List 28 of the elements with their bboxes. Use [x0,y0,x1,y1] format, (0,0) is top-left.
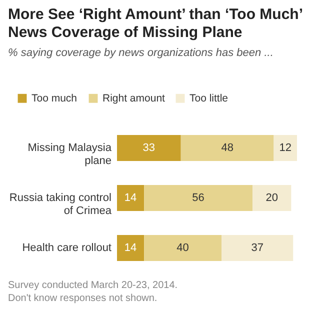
y-tick-label: Missing Malaysia plane [28,142,112,167]
bar [274,135,297,161]
text: Survey conducted March 20-23, 2014. [8,279,179,292]
bar [117,235,144,261]
bar [252,185,292,211]
legend-label: Too little [190,92,228,104]
legend-label: Right amount [102,92,166,104]
y-tick-label: Russia taking control of Crimea [9,192,112,217]
bar [180,135,274,161]
bar [222,235,294,261]
data-label: 14 [124,242,137,254]
text: Don't know responses not shown. [8,292,158,305]
data-label: 40 [176,242,189,254]
chart-title: More See ‘Right Amount’ than ‘Too Much’ News Coverage of Missing Plane [8,6,303,42]
bar [144,235,222,261]
y-tick-label: Health care rollout [22,242,112,254]
bar [117,185,144,211]
data-label: 12 [279,142,292,154]
data-label: 33 [142,142,156,154]
data-label: 20 [266,192,278,204]
data-label: 48 [221,142,234,154]
data-label: 14 [124,192,137,204]
bar [144,185,252,211]
legend-label: Too much [32,92,78,104]
chart-subtitle: % saying coverage by news organizations has been ... [8,47,274,59]
data-label: 37 [251,242,264,254]
data-label: 56 [192,192,204,204]
bar [117,135,181,161]
